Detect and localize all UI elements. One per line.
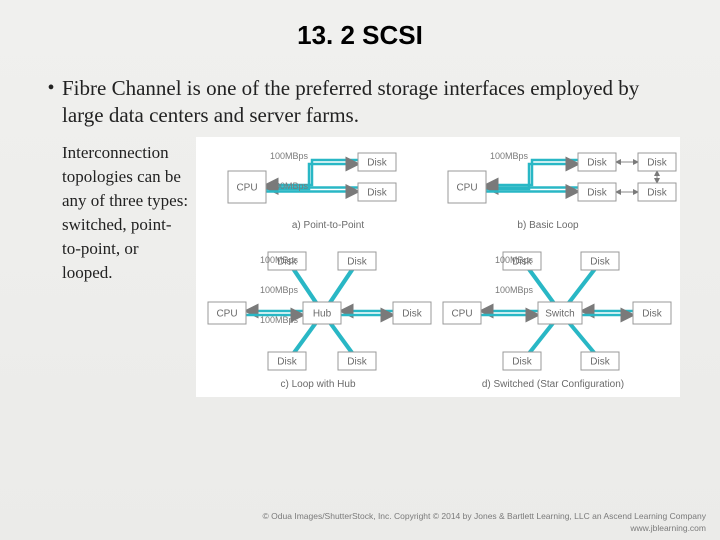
svg-text:Switch: Switch	[545, 309, 574, 320]
svg-text:100MBps: 100MBps	[495, 285, 534, 295]
topology-figure: CPU Disk Disk 100MBps 100MBps a) Point-to-Poi…	[196, 137, 680, 397]
svg-text:Disk: Disk	[647, 158, 667, 169]
copyright-line-2: www.jblearning.com	[263, 522, 706, 534]
svg-text:Disk: Disk	[587, 158, 607, 169]
panel-switched: CPUSwitchDiskDiskDiskDiskDisk100MBps100M…	[443, 252, 671, 390]
svg-text:Disk: Disk	[512, 357, 532, 368]
lower-content: Interconnection topologies can be any of…	[40, 137, 680, 397]
svg-text:100MBps: 100MBps	[270, 151, 309, 161]
svg-text:d) Switched (Star Configuratio: d) Switched (Star Configuration)	[482, 379, 624, 390]
svg-text:c) Loop with Hub: c) Loop with Hub	[280, 379, 355, 390]
svg-text:Disk: Disk	[367, 188, 387, 199]
bullet-marker: •	[40, 75, 62, 101]
svg-text:Disk: Disk	[367, 158, 387, 169]
bullet-text: Fibre Channel is one of the preferred st…	[62, 75, 680, 129]
slide-container: 13. 2 SCSI • Fibre Channel is one of the…	[0, 0, 720, 540]
svg-text:100MBps: 100MBps	[490, 151, 529, 161]
svg-text:Hub: Hub	[313, 309, 332, 320]
copyright-line-1: © Odua Images/ShutterStock, Inc. Copyrig…	[263, 510, 706, 522]
svg-text:Disk: Disk	[590, 257, 610, 268]
svg-text:CPU: CPU	[451, 309, 472, 320]
bullet-item: • Fibre Channel is one of the preferred …	[40, 75, 680, 129]
svg-text:Disk: Disk	[587, 188, 607, 199]
svg-text:CPU: CPU	[456, 183, 477, 194]
svg-text:CPU: CPU	[236, 183, 257, 194]
svg-text:100MBps: 100MBps	[260, 315, 299, 325]
panel-loop-with-hub: CPUHubDiskDiskDiskDiskDisk100MBps100MBps…	[208, 252, 431, 390]
svg-text:100MBps: 100MBps	[270, 181, 309, 191]
svg-text:Disk: Disk	[347, 357, 367, 368]
svg-text:Disk: Disk	[277, 357, 297, 368]
figure-svg: CPU Disk Disk 100MBps 100MBps a) Point-to-Poi…	[196, 137, 680, 397]
slide-title: 13. 2 SCSI	[40, 20, 680, 51]
svg-text:Disk: Disk	[402, 309, 422, 320]
copyright-notice: © Odua Images/ShutterStock, Inc. Copyrig…	[263, 510, 706, 534]
svg-text:Disk: Disk	[590, 357, 610, 368]
side-paragraph: Interconnection topologies can be any of…	[40, 137, 190, 397]
panel-point-to-point: CPU Disk Disk 100MBps 100MBps a) Point-to-Poi…	[228, 151, 396, 231]
svg-text:100MBps: 100MBps	[260, 255, 299, 265]
svg-text:Disk: Disk	[647, 188, 667, 199]
panel-basic-loop: CPU Disk Disk Disk Disk 100MBps b) Basic Loop	[448, 151, 676, 231]
svg-text:Disk: Disk	[347, 257, 367, 268]
svg-text:100MBps: 100MBps	[260, 285, 299, 295]
svg-text:100MBps: 100MBps	[495, 255, 534, 265]
svg-text:b) Basic Loop: b) Basic Loop	[517, 220, 579, 231]
svg-text:CPU: CPU	[216, 309, 237, 320]
svg-text:Disk: Disk	[642, 309, 662, 320]
svg-text:a) Point-to-Point: a) Point-to-Point	[292, 220, 364, 231]
